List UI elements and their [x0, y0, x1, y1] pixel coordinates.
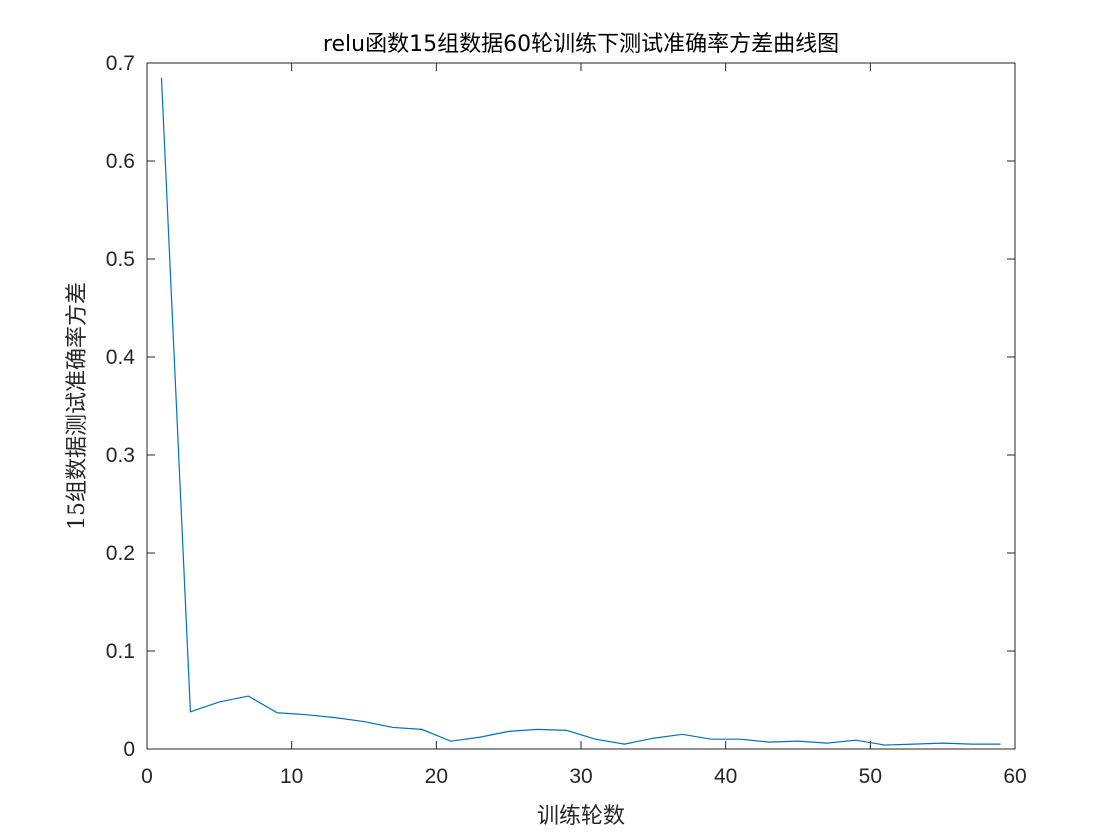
series-line — [160, 77, 1001, 746]
y-tick-label: 0.4 — [106, 346, 136, 369]
y-tick-label: 0 — [123, 738, 135, 761]
chart-title: relu函数15组数据60轮训练下测试准确率方差曲线图 — [323, 32, 839, 57]
x-tick-label: 10 — [280, 765, 303, 788]
y-tick-label: 0.6 — [106, 150, 135, 173]
x-tick-label: 40 — [714, 765, 737, 788]
axis-ticks — [146, 62, 1016, 750]
y-tick-label: 0.7 — [106, 52, 135, 75]
plot-frame — [146, 62, 1016, 750]
x-tick-labels: 0 10 20 30 40 50 60 — [141, 765, 1027, 788]
x-tick-label: 60 — [1003, 765, 1026, 788]
x-tick-label: 50 — [859, 765, 882, 788]
y-tick-labels: 0 0.1 0.2 0.3 0.4 0.5 0.6 0.7 — [106, 52, 136, 761]
x-axis-label: 训练轮数 — [537, 804, 625, 829]
x-tick-label: 20 — [425, 765, 448, 788]
x-tick-label: 0 — [141, 765, 153, 788]
x-tick-label: 30 — [569, 765, 592, 788]
y-tick-label: 0.1 — [106, 640, 135, 663]
y-tick-label: 0.2 — [106, 542, 135, 565]
y-tick-label: 0.5 — [106, 248, 135, 271]
y-tick-label: 0.3 — [106, 444, 135, 467]
y-axis-label: 15组数据测试准确率方差 — [65, 282, 90, 530]
series-group — [160, 77, 1001, 746]
